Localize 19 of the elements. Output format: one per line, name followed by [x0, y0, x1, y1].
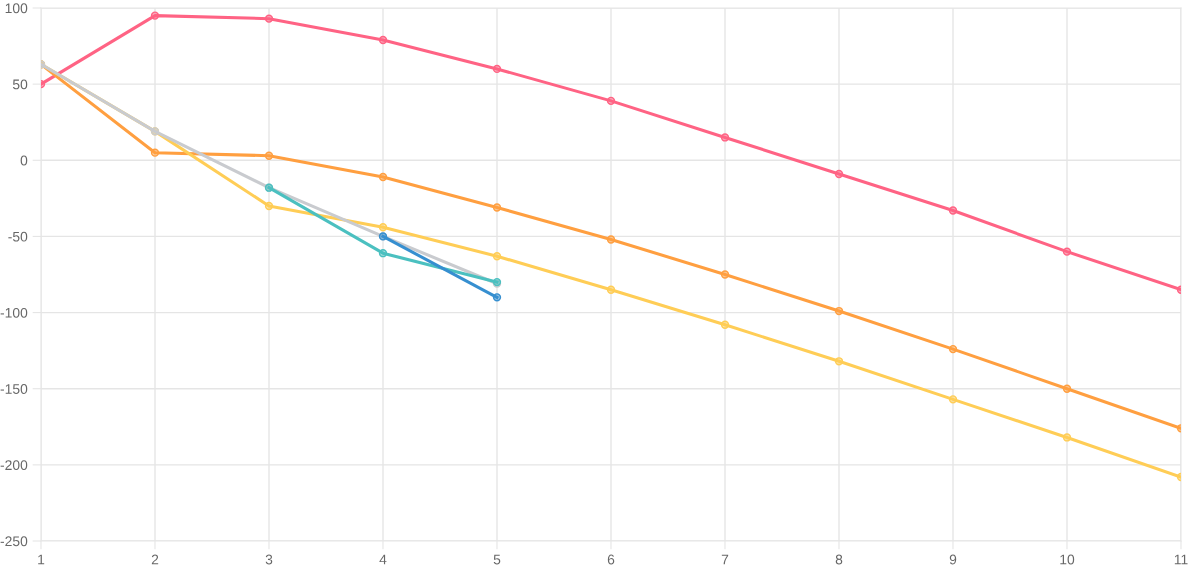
- x-tick-label: 4: [379, 554, 387, 565]
- y-tick-label: -200: [0, 460, 28, 471]
- y-tick-label: 0: [20, 155, 28, 166]
- x-tick-label: 7: [721, 554, 729, 565]
- x-tick-label: 10: [1060, 554, 1075, 565]
- x-tick-label: 2: [151, 554, 159, 565]
- y-tick-label: -100: [0, 307, 28, 318]
- y-tick-label: -50: [8, 231, 28, 242]
- x-tick-label: 3: [265, 554, 273, 565]
- x-tick-label: 8: [835, 554, 843, 565]
- y-tick-label: -150: [0, 384, 28, 394]
- y-tick-label: 100: [5, 3, 28, 14]
- x-tick-label: 11: [1174, 554, 1188, 565]
- x-tick-label: 6: [607, 554, 615, 565]
- x-tick-label: 9: [949, 554, 957, 565]
- x-tick-label: 1: [38, 554, 45, 565]
- x-tick-label: 5: [493, 554, 501, 565]
- y-tick-label: 50: [12, 79, 28, 90]
- y-tick-label: -250: [0, 536, 28, 547]
